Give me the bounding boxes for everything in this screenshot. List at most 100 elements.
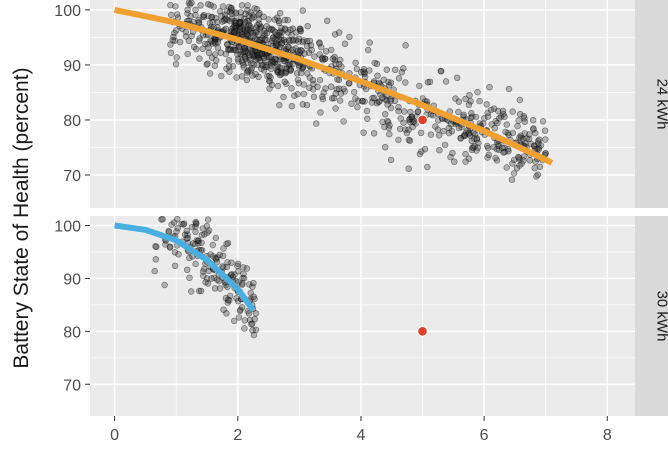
data-point [188, 288, 195, 295]
data-point [243, 265, 251, 272]
data-point [161, 281, 168, 289]
facet-panels: 24 kWh 70 80 90 100 30 kWh 70 80 90 100 0 2 4 6 8 [54, 0, 668, 444]
data-point [299, 7, 306, 14]
data-point [470, 144, 477, 151]
data-point [225, 57, 233, 64]
y-tick-label: 80 [63, 324, 81, 341]
data-point [520, 112, 527, 120]
data-point [434, 126, 442, 133]
data-point [317, 109, 324, 116]
data-point [268, 37, 276, 44]
data-point [319, 56, 327, 64]
data-point [407, 108, 414, 116]
data-point [500, 149, 507, 156]
data-point [209, 241, 217, 249]
data-point [400, 65, 407, 72]
data-point [278, 24, 285, 32]
data-point [332, 90, 339, 97]
x-tick-label: 6 [480, 427, 489, 444]
data-point [371, 59, 378, 67]
data-point [442, 78, 450, 85]
data-point [460, 111, 467, 119]
data-point [451, 158, 458, 165]
data-point [505, 85, 513, 93]
data-point [426, 78, 434, 86]
data-point [274, 68, 281, 76]
data-point [382, 144, 389, 151]
x-tick-label: 4 [357, 427, 366, 444]
data-point [398, 68, 405, 76]
data-point [476, 97, 483, 105]
data-point [322, 85, 329, 92]
data-point [214, 18, 221, 26]
data-point [436, 132, 443, 139]
data-point [417, 129, 425, 137]
data-point [202, 279, 209, 286]
data-point [411, 118, 418, 125]
data-point [361, 98, 368, 105]
data-point [306, 84, 313, 91]
data-point [205, 227, 213, 234]
data-point [276, 29, 283, 36]
data-point [248, 48, 256, 55]
data-point [328, 95, 336, 102]
y-tick-label: 100 [54, 219, 81, 236]
data-point [216, 285, 224, 292]
data-point [227, 272, 235, 279]
data-point [306, 37, 314, 45]
data-point [247, 67, 254, 74]
data-point [359, 97, 366, 105]
data-point [235, 314, 243, 321]
data-point [542, 136, 549, 143]
data-point [297, 27, 304, 34]
facet-strip-label: 24 kWh [654, 79, 668, 130]
data-point [284, 16, 291, 24]
data-point [379, 118, 386, 126]
data-point [516, 110, 524, 118]
data-point [441, 141, 449, 149]
data-point [276, 101, 283, 109]
data-point [206, 70, 214, 77]
data-point [241, 44, 249, 52]
data-point [171, 249, 179, 256]
data-point [182, 33, 190, 40]
data-point [332, 105, 339, 112]
facet-panel-2: 30 kWh 70 80 90 100 [54, 216, 668, 416]
data-point [247, 289, 254, 297]
data-point [461, 132, 468, 140]
x-tick-label: 8 [603, 427, 612, 444]
data-point [277, 9, 284, 17]
data-point [467, 98, 474, 105]
data-point [184, 266, 191, 273]
data-point [465, 155, 473, 162]
data-point [211, 62, 219, 69]
data-point [277, 43, 284, 51]
data-point [190, 240, 197, 247]
data-point [515, 153, 522, 161]
data-point [246, 51, 253, 58]
data-point [352, 95, 359, 102]
x-tick-label: 0 [110, 427, 119, 444]
data-point [207, 1, 214, 9]
data-point [188, 0, 195, 6]
data-point [366, 39, 373, 46]
data-point [223, 240, 230, 248]
data-point [286, 60, 294, 68]
data-point [300, 81, 308, 88]
data-point [474, 88, 481, 96]
data-point [196, 55, 203, 62]
data-point [203, 61, 210, 68]
data-point [233, 74, 240, 81]
data-point [159, 216, 166, 223]
data-point [526, 157, 534, 164]
data-point [484, 142, 491, 150]
data-point [180, 221, 187, 228]
data-point [224, 41, 231, 48]
data-point [273, 42, 281, 49]
data-point [240, 270, 247, 278]
y-tick-label: 100 [54, 3, 81, 20]
data-point [353, 65, 360, 73]
data-point [248, 320, 255, 328]
data-point [232, 9, 240, 16]
data-point [468, 137, 475, 145]
